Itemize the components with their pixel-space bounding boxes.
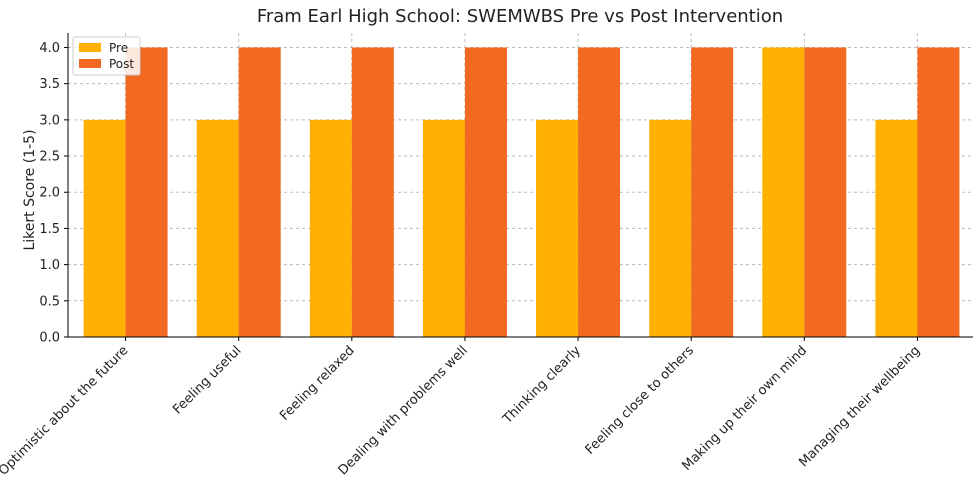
x-tick-label: Feeling relaxed: [277, 343, 357, 423]
bar-pre: [536, 119, 579, 337]
bar-pre: [309, 119, 352, 337]
bar-post: [238, 47, 281, 337]
legend-label-pre: Pre: [109, 41, 128, 55]
y-tick-label: 3.5: [39, 77, 60, 92]
bar-pre: [83, 119, 126, 337]
bar-post: [578, 47, 621, 337]
x-tick-label: Feeling useful: [170, 343, 244, 417]
y-tick-label: 0.0: [39, 331, 60, 346]
y-tick-label: 1.0: [39, 258, 60, 273]
y-tick-label: 0.5: [39, 294, 60, 309]
x-tick-label: Making up their own mind: [680, 343, 811, 474]
y-tick-label: 3.0: [39, 113, 60, 128]
bar-pre: [196, 119, 239, 337]
bar-pre: [875, 119, 918, 337]
legend-label-post: Post: [109, 57, 134, 71]
y-tick-label: 4.0: [39, 41, 60, 56]
x-tick-label: Feeling close to others: [583, 343, 698, 458]
bar-post: [804, 47, 847, 337]
y-ticks: 0.0 0.5 1.0 1.5 2.0 2.5 3.0 3.5 4.0: [39, 41, 68, 346]
y-axis-label: Likert Score (1-5): [22, 129, 38, 250]
y-tick-label: 1.5: [39, 222, 60, 237]
bar-post: [464, 47, 507, 337]
x-tick-label: Optimistic about the future: [0, 343, 131, 478]
x-tick-label: Thinking clearly: [500, 343, 584, 427]
legend-swatch-pre: [79, 43, 101, 52]
bars: [83, 47, 960, 337]
bar-pre: [649, 119, 692, 337]
chart-title: Fram Earl High School: SWEMWBS Pre vs Po…: [257, 6, 783, 27]
x-tick-label: Dealing with problems well: [336, 343, 471, 478]
y-tick-label: 2.5: [39, 150, 60, 165]
bar-post: [351, 47, 394, 337]
x-ticks: Optimistic about the future Feeling usefu…: [0, 337, 923, 479]
legend: Pre Post: [72, 36, 141, 76]
bar-post: [917, 47, 960, 337]
x-tick-label: Managing their wellbeing: [796, 343, 923, 470]
y-tick-label: 2.0: [39, 186, 60, 201]
bar-post: [125, 47, 168, 337]
bar-post: [691, 47, 734, 337]
bar-pre: [422, 119, 465, 337]
bar-pre: [762, 47, 805, 337]
legend-swatch-post: [79, 59, 101, 68]
